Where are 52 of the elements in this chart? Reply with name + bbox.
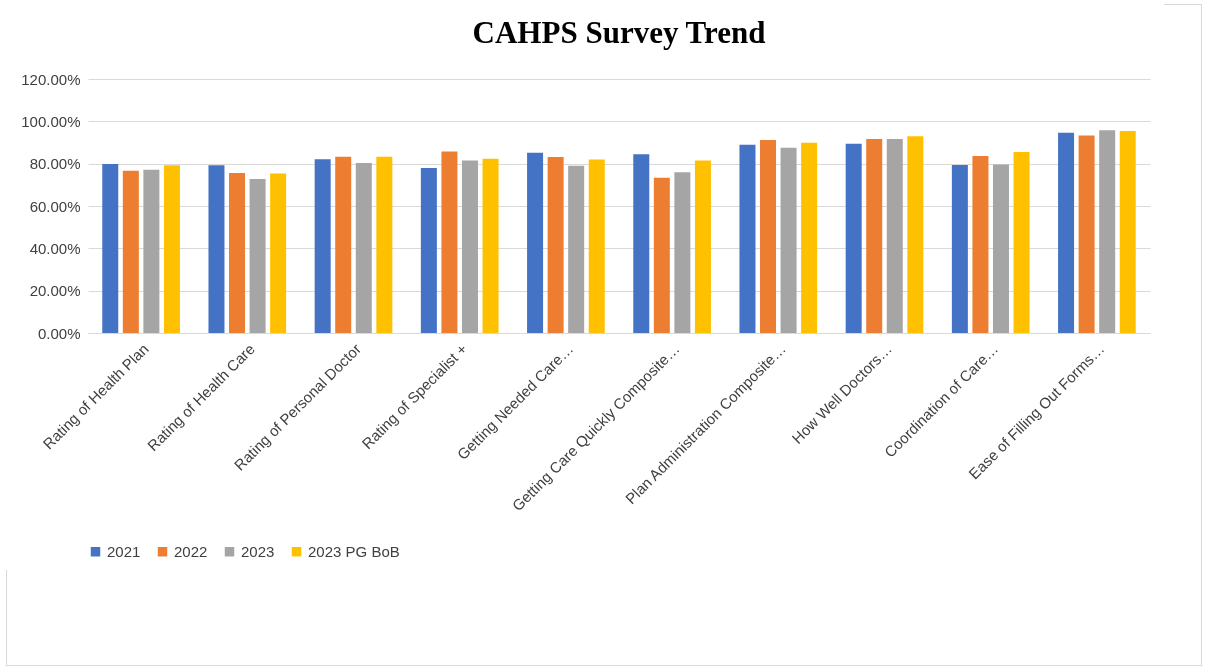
bar — [249, 179, 266, 333]
bar — [1058, 132, 1075, 333]
bar — [1119, 131, 1136, 333]
bar — [1013, 152, 1030, 333]
bar — [694, 160, 711, 333]
bar — [122, 170, 139, 333]
bar — [314, 159, 331, 333]
bar — [461, 160, 478, 333]
y-tick-label: 0.00% — [37, 324, 81, 342]
y-tick-label: 40.00% — [29, 239, 81, 257]
y-tick-label: 60.00% — [29, 197, 81, 215]
bar — [547, 157, 564, 333]
bar — [1078, 135, 1095, 333]
bar — [102, 164, 119, 333]
bar — [441, 151, 458, 333]
bar — [229, 172, 246, 333]
legend-label: 2022 — [174, 542, 208, 560]
bar — [588, 159, 605, 333]
bar — [335, 156, 352, 333]
bar — [674, 172, 691, 333]
legend-label: 2023 — [241, 542, 275, 560]
bar — [780, 147, 797, 333]
bar — [208, 165, 225, 333]
bar — [1099, 130, 1116, 333]
y-tick-label: 100.00% — [21, 112, 81, 130]
bar — [845, 143, 862, 333]
bar — [866, 139, 883, 333]
bar — [951, 164, 968, 333]
bar — [886, 139, 903, 333]
bar — [992, 164, 1009, 333]
legend-label: 2021 — [107, 542, 141, 560]
bar — [633, 154, 650, 333]
bar — [760, 139, 777, 333]
bar — [482, 158, 499, 333]
bar — [739, 144, 756, 333]
bar — [527, 152, 544, 333]
bar — [907, 136, 924, 333]
bar — [801, 142, 818, 333]
bar — [163, 165, 180, 333]
bar — [143, 169, 160, 333]
bar — [376, 156, 393, 333]
bar — [972, 156, 989, 333]
y-tick-label: 20.00% — [29, 282, 81, 300]
bar — [568, 165, 585, 333]
bar — [420, 168, 437, 333]
legend-label: 2023 PG BoB — [308, 542, 400, 560]
chart-title: CAHPS Survey Trend — [472, 15, 766, 50]
bar — [270, 173, 287, 333]
bar — [653, 177, 670, 333]
bar — [355, 163, 372, 333]
y-tick-label: 80.00% — [29, 155, 81, 173]
y-tick-label: 120.00% — [21, 70, 81, 88]
